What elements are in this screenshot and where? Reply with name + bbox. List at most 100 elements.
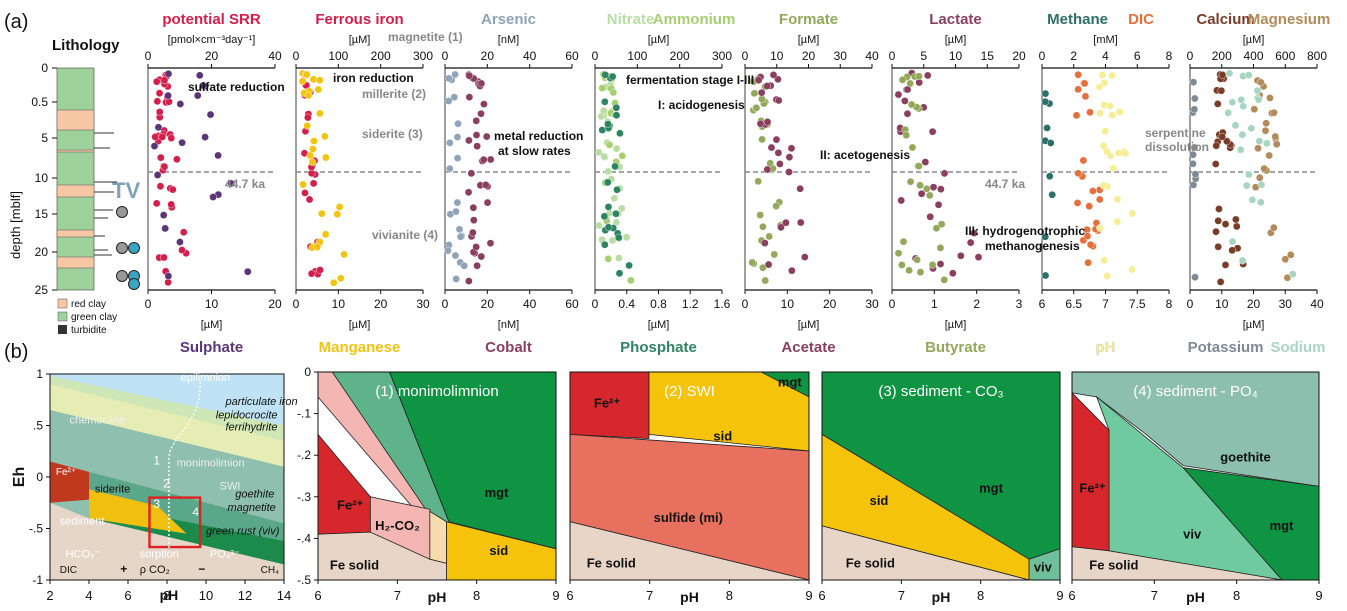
data-point [787, 144, 796, 153]
data-point [769, 71, 778, 79]
top-tick-label: 200 [371, 49, 391, 63]
profile-annotation: 44.7 ka [225, 177, 265, 191]
data-point [785, 168, 793, 176]
top-tick-label: 0 [742, 49, 749, 63]
data-point [1253, 86, 1262, 95]
data-point [1041, 232, 1050, 241]
top-tick-label: 200 [1212, 49, 1232, 63]
overview-x-tick-label: 2 [46, 588, 53, 603]
data-point [612, 209, 620, 218]
bottom-tick-label: 3 [1016, 297, 1023, 311]
bottom-unit: [µM] [798, 319, 820, 331]
lithology-title: Lithology [52, 37, 120, 54]
data-point [1212, 227, 1220, 236]
x-tick-label: 7 [394, 588, 401, 603]
data-point [1113, 217, 1122, 226]
lithology-red-clay-layer [56, 184, 95, 198]
overview-x-tick-label: 12 [238, 588, 252, 603]
data-point [966, 238, 975, 247]
data-point [482, 132, 491, 141]
data-point [1257, 78, 1265, 87]
depth-tick-label: 25 [35, 283, 49, 297]
bottom-tick-label: 40 [1310, 297, 1324, 311]
overview-x-tick-label: 10 [199, 588, 213, 603]
bottom-tick-label: 8 [1166, 297, 1173, 311]
data-point [756, 119, 765, 128]
data-point [936, 260, 945, 268]
data-point [199, 81, 207, 90]
data-point [777, 223, 785, 232]
region-label: viv [1034, 560, 1053, 575]
profile-annotation: sulfate reduction [188, 80, 285, 94]
data-point [1121, 149, 1130, 158]
eh-ph-panel: (3) sediment - CO₃ sid mgt Fe solid viv 6 7 8 9 p… [818, 371, 1064, 605]
region-label: Fe²⁺ [594, 395, 621, 410]
profile-annotation: II: acetogenesis [820, 148, 910, 162]
data-point [1074, 70, 1082, 79]
data-point [903, 85, 912, 94]
overview-label: particulate iron [225, 396, 298, 408]
data-point [160, 162, 169, 171]
data-point [195, 71, 204, 80]
top-tick-label: 5 [920, 49, 927, 63]
bottom-tick-label: 30 [1279, 297, 1293, 311]
depth-tick-label: 0 [41, 61, 48, 75]
data-point [1095, 195, 1104, 204]
bottom-tick-label: 7 [1102, 297, 1109, 311]
data-point [1272, 140, 1281, 149]
data-point [1128, 265, 1137, 274]
bottom-unit: [µM] [1243, 319, 1265, 331]
data-point [763, 82, 771, 90]
data-point [206, 110, 215, 119]
stability-region [1071, 391, 1110, 552]
data-point [1262, 119, 1270, 128]
data-point [604, 167, 612, 176]
data-point [754, 177, 762, 186]
data-point [161, 224, 169, 233]
top-unit: [nM] [498, 34, 519, 46]
data-point [1270, 108, 1278, 117]
top-tick-label: 40 [268, 49, 282, 63]
data-point [1081, 92, 1090, 101]
overview-x-tick-label: 4 [85, 588, 92, 603]
y-tick-label: -.3 [297, 490, 311, 504]
data-point [1245, 170, 1253, 179]
legend-swatch-turbidite [58, 325, 67, 334]
data-point [925, 191, 934, 200]
data-point [916, 268, 925, 276]
data-point [456, 232, 465, 241]
top-tick-label: 10 [770, 49, 784, 63]
data-point [618, 152, 627, 160]
data-point [622, 233, 631, 242]
data-point [483, 198, 492, 207]
data-point [301, 189, 309, 197]
top-tick-label: 800 [1307, 49, 1327, 63]
region-siderite [89, 489, 187, 534]
eh-axis-label: Eh [11, 467, 28, 487]
region-label: sid [713, 429, 732, 444]
data-point [477, 79, 486, 88]
data-point [155, 108, 164, 116]
top-series-title: potential SRR [162, 11, 261, 28]
overview-minus: − [198, 562, 205, 576]
data-point [1256, 198, 1265, 207]
data-point [776, 160, 784, 168]
data-point [321, 230, 330, 239]
y-tick-label: 0 [304, 365, 311, 379]
bottom-series-title: Sodium [1270, 339, 1325, 356]
bottom-tick-label: 1.6 [714, 297, 731, 311]
data-point [1041, 97, 1050, 106]
data-point [1254, 95, 1263, 104]
data-point [940, 276, 949, 284]
data-point [1109, 164, 1118, 173]
overview-label: goethite [235, 489, 274, 501]
top-tick-label: 0 [889, 49, 896, 63]
tv-marker [128, 278, 140, 290]
region-label: mgt [485, 485, 510, 500]
lithology-red-clay-layer [56, 149, 95, 153]
data-point [949, 269, 957, 278]
tv-label: TV [112, 178, 140, 203]
data-point [921, 158, 930, 166]
profile-annotation: siderite (3) [362, 127, 423, 141]
data-point [1221, 220, 1230, 228]
